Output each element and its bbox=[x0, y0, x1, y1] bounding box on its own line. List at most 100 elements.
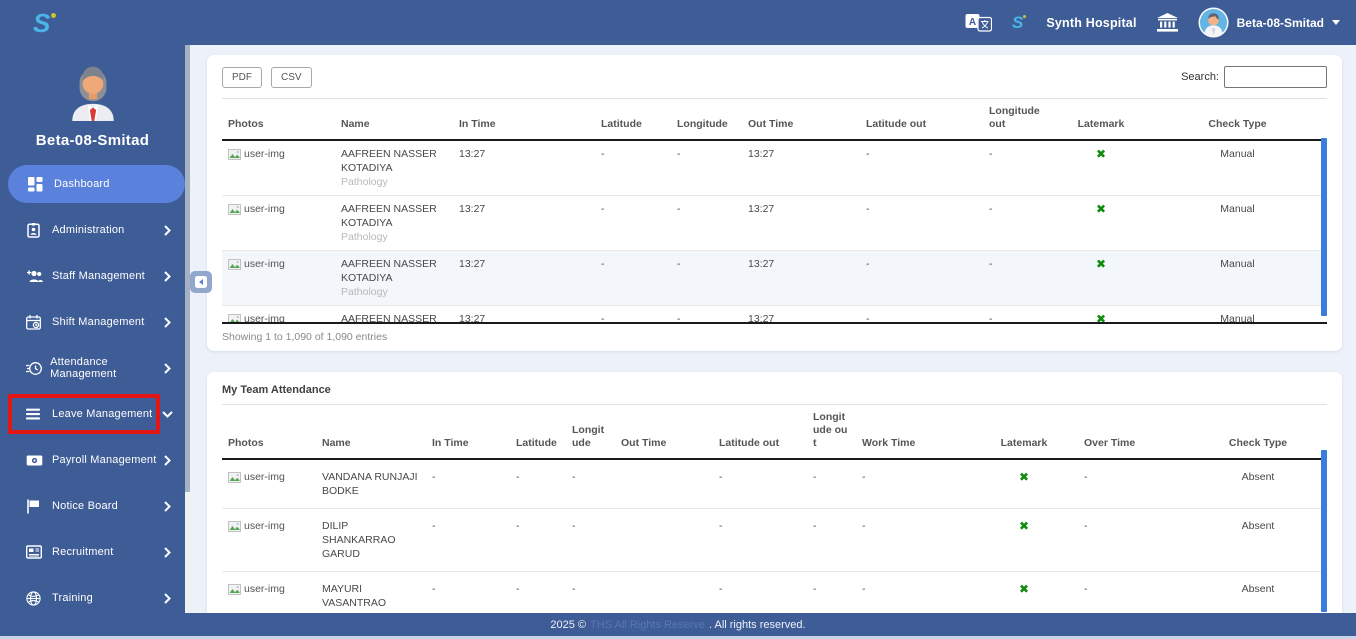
sidebar-item-attendance-management[interactable]: Attendance Management bbox=[0, 345, 185, 391]
department-label: Pathology bbox=[341, 176, 388, 188]
col-work-time: Work Time bbox=[856, 404, 970, 460]
sidebar-item-label: Leave Management bbox=[52, 408, 153, 420]
top-header-bar: S A S Synth Hospital bbox=[0, 0, 1356, 45]
sidebar-item-leave-management[interactable]: Leave Management bbox=[0, 391, 185, 437]
svg-text:A: A bbox=[969, 17, 976, 28]
cell-longitude-out: - bbox=[983, 250, 1054, 306]
table-row: user-img VANDANA RUNJAJI BODKE - - - - -… bbox=[222, 459, 1327, 509]
cell-photo: user-img bbox=[222, 140, 335, 196]
attendance-header-row: Photos Name In Time Latitude Longitude O… bbox=[222, 98, 1327, 141]
col-name: Name bbox=[316, 404, 426, 460]
attendance-card: PDF CSV Search: Photos Name In Time L bbox=[207, 55, 1342, 351]
main-content: PDF CSV Search: Photos Name In Time L bbox=[190, 45, 1356, 613]
cell-work-time: - bbox=[862, 471, 866, 483]
cell-latitude: - bbox=[595, 250, 671, 306]
sidebar-item-label: Payroll Management bbox=[52, 454, 157, 466]
cell-longitude: - bbox=[671, 250, 742, 306]
sidebar-item-notice-board[interactable]: Notice Board bbox=[0, 483, 185, 529]
cell-photo: user-img bbox=[222, 571, 316, 613]
cell-longitude-out: - bbox=[983, 305, 1054, 322]
chevron-right-icon bbox=[164, 270, 171, 282]
col-longitude: Longitude bbox=[566, 404, 615, 460]
cell-photo: user-img bbox=[222, 305, 335, 322]
latemark-cross-icon: ✖ bbox=[1095, 147, 1107, 161]
calendar-clock-icon bbox=[26, 314, 44, 330]
col-latemark: Latemark bbox=[1054, 98, 1148, 141]
latemark-cross-icon: ✖ bbox=[970, 571, 1078, 613]
sidebar-collapse-toggle[interactable] bbox=[190, 271, 212, 293]
col-name: Name bbox=[335, 98, 453, 141]
cell-latitude-out: - bbox=[860, 305, 983, 322]
cell-longitude-out: - bbox=[989, 148, 993, 160]
app-logo[interactable]: S bbox=[0, 10, 185, 36]
team-attendance-card: My Team Attendance Photos Name In Time L… bbox=[207, 372, 1342, 613]
table-scrollbar[interactable] bbox=[1321, 138, 1327, 316]
chevron-right-icon bbox=[164, 362, 171, 374]
cell-latitude: - bbox=[595, 195, 671, 251]
cell-photo: user-img bbox=[222, 250, 335, 306]
list-icon bbox=[26, 408, 44, 421]
team-header-row: Photos Name In Time Latitude Longitude O… bbox=[222, 404, 1327, 460]
brand-dot-icon bbox=[51, 12, 57, 18]
col-photos: Photos bbox=[222, 98, 335, 141]
sidebar-item-label: Training bbox=[52, 592, 93, 604]
cell-longitude-out: - bbox=[813, 471, 817, 483]
sidebar-item-administration[interactable]: Administration bbox=[0, 207, 185, 253]
user-avatar bbox=[1198, 7, 1229, 38]
cell-latitude: - bbox=[510, 571, 566, 613]
cell-longitude-out: - bbox=[983, 195, 1054, 251]
sidebar-scrollbar[interactable] bbox=[185, 45, 190, 639]
translate-icon[interactable]: A bbox=[965, 13, 992, 33]
search-label: Search: bbox=[1181, 71, 1219, 83]
cell-out-time: 13:27 bbox=[748, 148, 775, 160]
search-input[interactable] bbox=[1224, 66, 1327, 88]
sidebar-scrollbar-thumb[interactable] bbox=[185, 45, 190, 492]
cell-in-time: 13:27 bbox=[453, 195, 595, 251]
table-scrollbar[interactable] bbox=[1321, 450, 1327, 612]
cell-check-type: Manual bbox=[1148, 305, 1327, 322]
sidebar-item-staff-management[interactable]: Staff Management bbox=[0, 253, 185, 299]
cell-longitude: - bbox=[671, 195, 742, 251]
chevron-right-icon bbox=[164, 546, 171, 558]
user-menu[interactable]: Beta-08-Smitad bbox=[1198, 7, 1340, 38]
col-longitude: Longitude bbox=[671, 98, 742, 141]
cell-latitude-out: - bbox=[860, 195, 983, 251]
cell-latitude: - bbox=[510, 508, 566, 572]
latemark-cross-icon: ✖ bbox=[1054, 195, 1148, 251]
sidebar-item-label: Shift Management bbox=[52, 316, 145, 328]
sidebar-item-training[interactable]: Training bbox=[0, 575, 185, 621]
bank-icon[interactable] bbox=[1156, 13, 1178, 32]
latemark-cross-icon: ✖ bbox=[1054, 250, 1148, 306]
attendance-table-scroll-area: Photos Name In Time Latitude Longitude O… bbox=[222, 98, 1327, 324]
sidebar-item-recruitment[interactable]: Recruitment bbox=[0, 529, 185, 575]
col-latitude: Latitude bbox=[595, 98, 671, 141]
cell-photo: user-img bbox=[222, 195, 335, 251]
cell-out-time: 13:27 bbox=[742, 305, 860, 322]
chevron-right-icon bbox=[164, 224, 171, 236]
cell-photo: user-img bbox=[222, 508, 316, 572]
sidebar-item-payroll-management[interactable]: Payroll Management bbox=[0, 437, 185, 483]
sidebar-item-dashboard[interactable]: Dashboard bbox=[8, 165, 185, 203]
cell-latitude-out: - bbox=[866, 148, 870, 160]
table-row: user-img DILIP SHANKARRAO GARUD - - - - … bbox=[222, 508, 1327, 572]
csv-export-button[interactable]: CSV bbox=[271, 66, 312, 88]
latemark-cross-icon: ✖ bbox=[1018, 470, 1030, 484]
pdf-export-button[interactable]: PDF bbox=[222, 66, 262, 88]
cell-longitude: - bbox=[566, 508, 615, 572]
sidebar-item-label: Recruitment bbox=[52, 546, 114, 558]
attendance-table: Photos Name In Time Latitude Longitude O… bbox=[222, 98, 1327, 322]
team-attendance-title: My Team Attendance bbox=[222, 384, 331, 396]
chevron-right-icon bbox=[164, 592, 171, 604]
cell-check-type: Absent bbox=[1241, 471, 1275, 483]
cell-out-time bbox=[615, 571, 713, 613]
flag-icon bbox=[26, 499, 44, 514]
sidebar-item-shift-management[interactable]: Shift Management bbox=[0, 299, 185, 345]
col-longitude-out: Longitude out bbox=[807, 404, 856, 460]
footer-link[interactable]: THS All Rights Reserve bbox=[590, 618, 705, 631]
sidebar-item-label: Attendance Management bbox=[50, 356, 117, 380]
